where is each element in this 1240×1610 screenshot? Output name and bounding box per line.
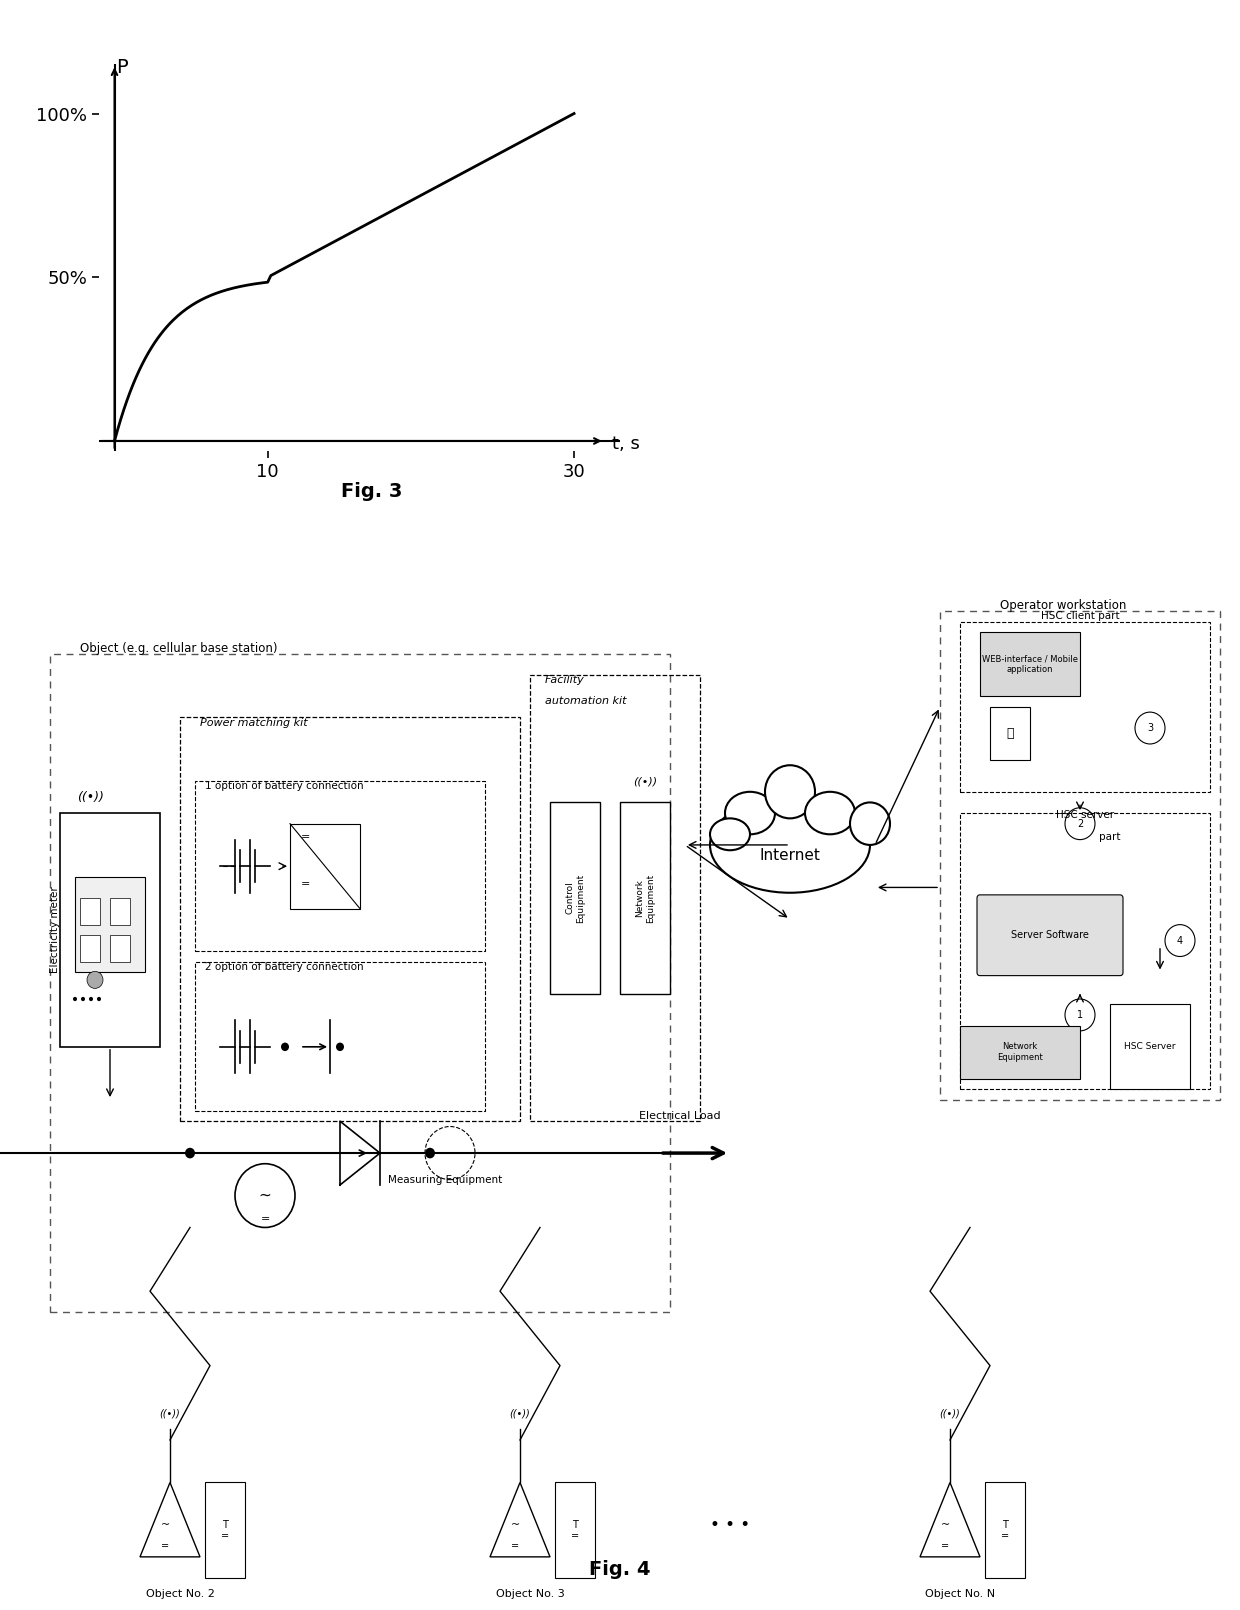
Bar	[556, 1483, 595, 1578]
Text: 4: 4	[1177, 935, 1183, 945]
Text: 📱: 📱	[1006, 726, 1014, 741]
Circle shape	[87, 971, 103, 989]
Ellipse shape	[725, 792, 775, 834]
Text: t, s: t, s	[613, 435, 640, 454]
Polygon shape	[490, 1483, 551, 1557]
Text: Electricity meter: Electricity meter	[50, 887, 60, 974]
Text: Electrical Load: Electrical Load	[639, 1111, 720, 1121]
Ellipse shape	[805, 792, 856, 834]
Ellipse shape	[711, 797, 870, 892]
Text: Server Software: Server Software	[1011, 931, 1089, 940]
Circle shape	[89, 997, 93, 1001]
Bar	[620, 802, 670, 993]
Bar	[1110, 1005, 1190, 1090]
Text: ((•)): ((•))	[940, 1409, 960, 1418]
Text: 1 option of battery connection: 1 option of battery connection	[205, 781, 363, 792]
Bar	[551, 802, 600, 993]
Text: T
=: T =	[1001, 1520, 1009, 1541]
Text: =: =	[511, 1541, 520, 1552]
Text: Network
Equipment: Network Equipment	[997, 1042, 1043, 1063]
Circle shape	[73, 997, 77, 1001]
Text: Object No. 2: Object No. 2	[145, 1589, 215, 1599]
Text: T
=: T =	[221, 1520, 229, 1541]
Text: Operator workstation: Operator workstation	[999, 599, 1126, 612]
Text: Fig. 3: Fig. 3	[341, 481, 403, 501]
Text: 2 option of battery connection: 2 option of battery connection	[205, 963, 363, 972]
Text: P: P	[117, 58, 128, 77]
Ellipse shape	[711, 818, 750, 850]
Text: T
=: T =	[570, 1520, 579, 1541]
Text: Network
Equipment: Network Equipment	[635, 874, 655, 923]
Circle shape	[97, 997, 100, 1001]
Bar	[960, 621, 1210, 792]
Text: • • •: • • •	[711, 1517, 750, 1534]
Text: part: part	[1099, 832, 1121, 842]
Circle shape	[425, 1148, 435, 1159]
Bar	[50, 654, 670, 1312]
Text: 3: 3	[1147, 723, 1153, 733]
Text: ((•)): ((•))	[510, 1409, 531, 1418]
Text: ~: ~	[511, 1520, 520, 1530]
Bar	[195, 961, 485, 1111]
Text: ((•)): ((•))	[632, 776, 657, 786]
Ellipse shape	[849, 802, 890, 845]
Polygon shape	[140, 1483, 200, 1557]
Text: Object No. 3: Object No. 3	[496, 1589, 564, 1599]
Text: Object (e.g. cellular base station): Object (e.g. cellular base station)	[81, 642, 278, 655]
Text: =: =	[300, 832, 310, 842]
Text: ((•)): ((•))	[77, 791, 103, 803]
Polygon shape	[920, 1483, 980, 1557]
Text: Facility: Facility	[546, 675, 585, 686]
Text: =: =	[941, 1541, 949, 1552]
FancyBboxPatch shape	[977, 895, 1123, 976]
Bar	[195, 781, 485, 952]
Bar	[81, 898, 100, 924]
Bar	[290, 824, 360, 908]
Text: 1: 1	[1076, 1009, 1083, 1021]
Circle shape	[81, 997, 86, 1001]
Text: ((•)): ((•))	[160, 1409, 180, 1418]
Text: ~: ~	[445, 1146, 455, 1159]
Text: HSC Server: HSC Server	[1125, 1042, 1176, 1051]
Bar	[110, 935, 130, 961]
Bar	[980, 633, 1080, 696]
Circle shape	[336, 1043, 343, 1051]
Bar	[985, 1483, 1025, 1578]
Circle shape	[281, 1043, 289, 1051]
Text: HSC client part: HSC client part	[1040, 612, 1120, 621]
Text: 2: 2	[1076, 818, 1083, 829]
Bar	[990, 707, 1030, 760]
Text: Internet: Internet	[760, 848, 821, 863]
Bar	[110, 898, 130, 924]
Text: Control
Equipment: Control Equipment	[565, 874, 585, 923]
Text: =: =	[260, 1214, 269, 1224]
Bar	[180, 718, 520, 1121]
Bar	[205, 1483, 246, 1578]
Text: automation kit: automation kit	[546, 697, 626, 707]
Circle shape	[185, 1148, 195, 1159]
Bar	[81, 935, 100, 961]
Ellipse shape	[765, 765, 815, 818]
Bar	[960, 1026, 1080, 1079]
Bar	[60, 813, 160, 1046]
Text: ~: ~	[259, 1188, 272, 1203]
Text: Measuring Equipment: Measuring Equipment	[388, 1175, 502, 1185]
Text: =: =	[161, 1541, 169, 1552]
Text: Power matching kit: Power matching kit	[200, 718, 308, 728]
Bar	[74, 877, 145, 972]
Text: ~: ~	[160, 1520, 170, 1530]
Text: WEB-interface / Mobile
application: WEB-interface / Mobile application	[982, 655, 1078, 675]
Bar	[940, 612, 1220, 1100]
Bar	[529, 675, 701, 1121]
Bar	[960, 813, 1210, 1090]
Text: ~: ~	[940, 1520, 950, 1530]
Text: Object No. N: Object No. N	[925, 1589, 994, 1599]
Text: HSC server: HSC server	[1056, 810, 1114, 821]
Text: =: =	[300, 879, 310, 889]
Text: Fig. 4: Fig. 4	[589, 1560, 651, 1579]
